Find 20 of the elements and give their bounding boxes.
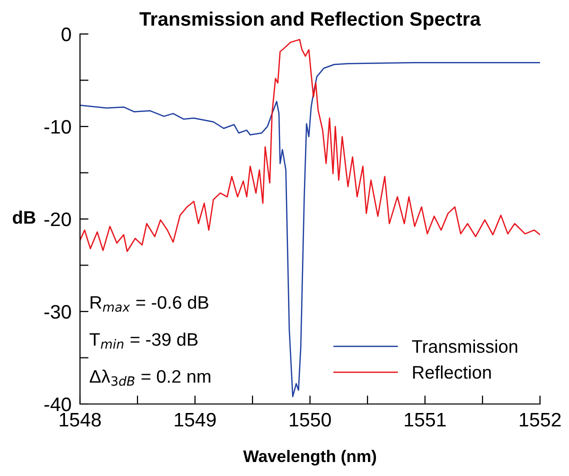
annotation: T$_{min}$ = -39 dB	[90, 332, 198, 349]
y-tick-label: -20	[44, 212, 71, 226]
annotation: Δλ$_{3dB}$ = 0.2 nm	[90, 370, 210, 386]
chart-title: Transmission and Reflection Spectra	[140, 12, 481, 30]
y-tick-label: -30	[44, 304, 71, 319]
y-tick-label: 0	[62, 27, 71, 42]
x-tick-label: 1551	[404, 413, 446, 427]
legend-label: Reflection	[413, 366, 491, 379]
y-axis-title: dB	[12, 210, 36, 224]
x-axis-title: Wavelength (nm)	[243, 450, 376, 466]
line-series	[80, 62, 540, 398]
x-tick-label: 1550	[290, 412, 331, 427]
legend-label: Transmission	[412, 340, 518, 353]
line-series	[80, 38, 540, 252]
y-tick-label: -40	[44, 397, 71, 412]
y-tick-label: -10	[44, 120, 71, 134]
x-tick-label: 1549	[174, 412, 216, 427]
annotation: R$_{max}$ = -0.6 dB	[90, 296, 208, 312]
x-tick-label: 1552	[520, 412, 561, 427]
x-tick-label: 1548	[60, 412, 101, 427]
